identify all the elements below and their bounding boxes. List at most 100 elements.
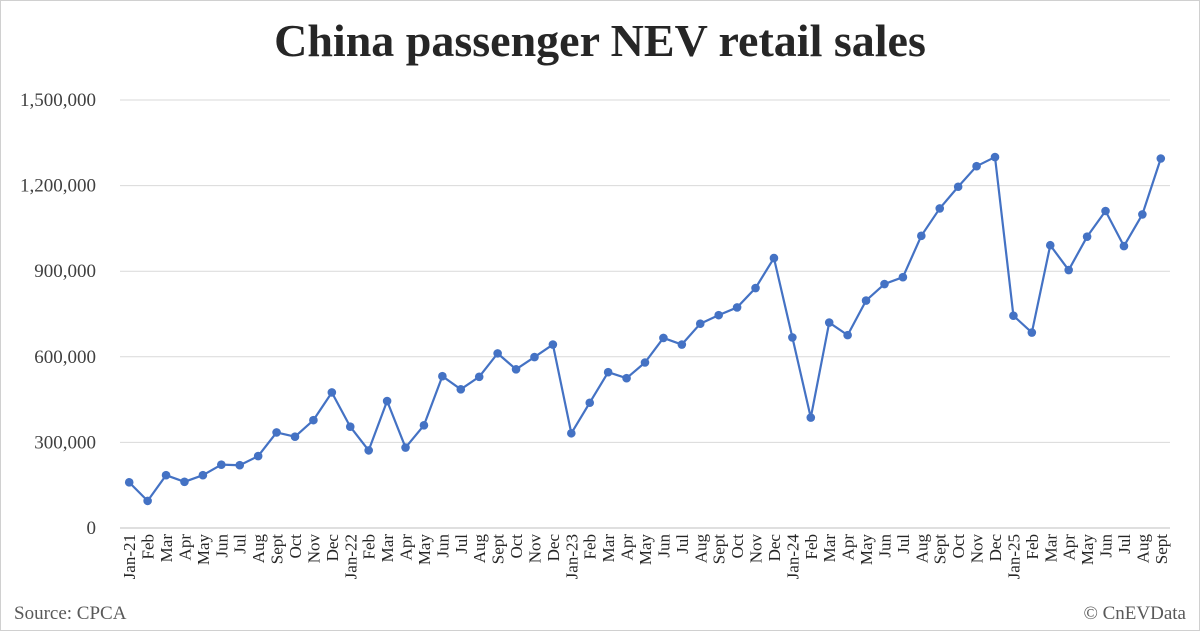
data-point (345, 422, 355, 432)
x-tick-label: May (1078, 534, 1097, 566)
y-tick-label: 1,200,000 (20, 176, 96, 197)
x-tick-label: Apr (1060, 534, 1079, 561)
series-line (128, 155, 1162, 502)
x-tick-label: Apr (397, 534, 416, 561)
x-tick-label: Oct (728, 534, 747, 559)
data-point (603, 367, 613, 377)
data-point (990, 152, 1000, 162)
data-point (1119, 241, 1129, 251)
x-tick-label: Jul (1115, 534, 1134, 554)
data-point (438, 371, 447, 381)
x-tick-label: Feb (139, 534, 158, 560)
x-tick-label: Jul (894, 534, 913, 554)
data-point (1082, 232, 1092, 241)
data-point (272, 428, 281, 437)
x-tick-label: Jun (654, 534, 673, 558)
x-tick-label: Sept (1152, 534, 1171, 565)
data-point (935, 204, 945, 213)
data-point (364, 446, 373, 455)
x-tick-label: Apr (618, 534, 637, 561)
x-tick-label: Nov (968, 534, 987, 564)
x-tick-label: Jun (433, 534, 452, 558)
data-point (714, 310, 723, 320)
x-tick-label: Jul (673, 534, 692, 554)
y-tick-label: 1,500,000 (20, 90, 96, 111)
data-point (511, 365, 521, 374)
x-tick-label: Oct (949, 534, 968, 559)
chart-title: China passenger NEV retail sales (274, 15, 926, 66)
data-point (401, 443, 410, 452)
x-tick-label: Apr (175, 534, 194, 561)
data-point (1101, 206, 1110, 216)
data-point (217, 460, 226, 469)
x-tick-label: Jan-24 (783, 534, 802, 580)
data-point (1045, 240, 1055, 250)
data-point (419, 420, 429, 430)
data-point (493, 349, 502, 358)
data-point (1009, 311, 1018, 321)
x-tick-label: May (857, 534, 876, 566)
data-point (327, 388, 337, 397)
y-tick-label: 0 (87, 518, 97, 539)
data-point (972, 161, 981, 171)
data-point (567, 428, 576, 438)
x-tick-label: Feb (581, 534, 600, 560)
x-tick-label: Sept (931, 534, 950, 565)
x-tick-label: Apr (839, 534, 858, 561)
data-point (1138, 210, 1147, 219)
x-tick-label: Aug (912, 534, 931, 564)
x-tick-label: Nov (304, 534, 323, 564)
x-tick-label: Oct (286, 534, 305, 559)
data-point (1156, 154, 1166, 163)
data-point (640, 358, 650, 367)
data-point (953, 182, 963, 192)
data-point (124, 478, 134, 487)
data-point (530, 352, 539, 362)
data-point (309, 415, 318, 425)
data-point (198, 470, 208, 480)
x-tick-label: Sept (710, 534, 729, 565)
x-tick-label: Jul (452, 534, 471, 554)
y-tick-label: 900,000 (34, 261, 96, 282)
data-point (382, 396, 392, 406)
x-tick-label: Jun (212, 534, 231, 558)
x-tick-label: May (415, 534, 434, 566)
data-point (1027, 328, 1037, 337)
data-point (751, 283, 760, 293)
data-point (788, 333, 797, 342)
data-point (732, 303, 742, 312)
x-tick-label: May (194, 534, 213, 566)
x-tick-label: Mar (599, 534, 618, 563)
data-point (806, 413, 816, 422)
data-point (161, 470, 171, 480)
data-point (695, 319, 705, 329)
data-point (548, 340, 558, 349)
data-point (585, 398, 595, 408)
x-tick-label: Nov (525, 534, 544, 564)
data-point (659, 333, 668, 343)
data-point (180, 477, 189, 487)
data-point (253, 451, 263, 461)
y-tick-label: 600,000 (34, 347, 96, 368)
data-point (898, 272, 908, 282)
data-point (917, 231, 926, 241)
data-point (880, 279, 889, 289)
x-tick-label: Dec (765, 534, 784, 562)
x-tick-label: Mar (1041, 534, 1060, 563)
data-point (769, 253, 779, 263)
data-point (843, 330, 852, 340)
x-tick-label: Dec (986, 534, 1005, 562)
x-tick-label: Jul (231, 534, 250, 554)
data-point (290, 432, 300, 441)
x-tick-label: Mar (157, 534, 176, 563)
x-tick-label: Jan-23 (562, 534, 581, 579)
data-point (143, 496, 152, 506)
x-tick-label: Aug (249, 534, 268, 564)
x-tick-label: Jun (1097, 534, 1116, 558)
data-point (235, 460, 245, 470)
x-tick-label: Aug (691, 534, 710, 564)
x-tick-label: Sept (489, 534, 508, 565)
x-tick-label: Sept (268, 534, 287, 565)
